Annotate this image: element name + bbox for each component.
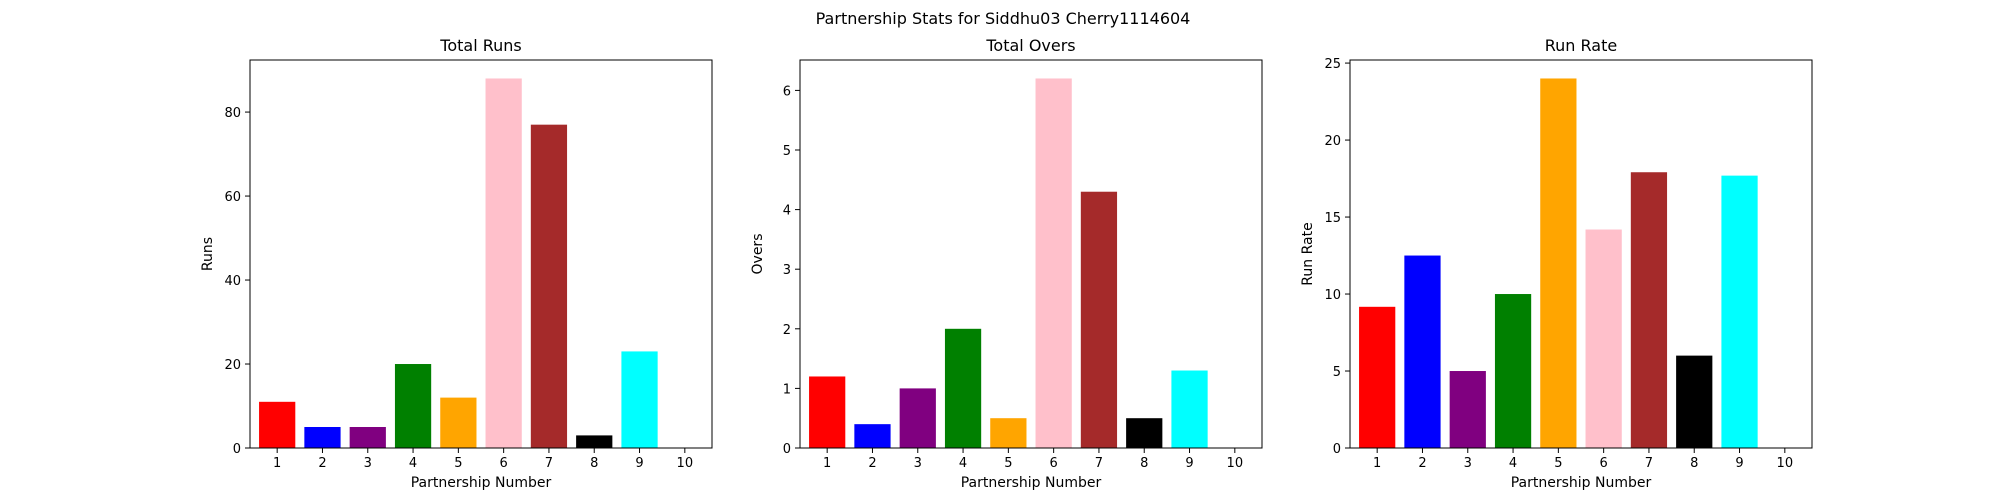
x-tick-label: 5 xyxy=(1004,456,1012,471)
y-tick-label: 80 xyxy=(224,106,241,121)
chart-title: Total Overs xyxy=(985,36,1075,55)
bar xyxy=(1540,78,1577,448)
y-axis-label: Overs xyxy=(750,234,766,275)
x-tick-label: 7 xyxy=(1645,456,1653,471)
x-axis-label: Partnership Number xyxy=(411,475,552,491)
x-axis-label: Partnership Number xyxy=(961,475,1102,491)
chart-title: Total Runs xyxy=(439,36,521,55)
bar xyxy=(1126,418,1163,448)
x-tick-label: 4 xyxy=(409,456,417,471)
y-tick-label: 6 xyxy=(783,84,791,99)
bar xyxy=(259,401,296,448)
bar xyxy=(530,124,568,449)
bar xyxy=(1080,191,1118,448)
bar xyxy=(1721,175,1758,448)
bar xyxy=(304,427,341,448)
bar xyxy=(899,388,936,448)
y-axis-label: Runs xyxy=(200,237,216,271)
y-tick-label: 0 xyxy=(1333,442,1341,457)
bar xyxy=(1630,172,1668,449)
bar xyxy=(809,376,846,448)
x-tick-label: 4 xyxy=(959,456,967,471)
x-tick-label: 9 xyxy=(635,456,643,471)
x-tick-label: 2 xyxy=(868,456,876,471)
bar xyxy=(440,397,477,448)
chart-panel: 1 2 3 4 5 6 7 8 9 10 0 1 2 3 4 5 6 Total Overs Partnership… xyxy=(750,36,1263,491)
x-tick-label: 8 xyxy=(590,456,598,471)
bar xyxy=(1171,370,1208,448)
bar xyxy=(1449,371,1486,448)
bar xyxy=(1359,306,1396,448)
x-tick-label: 7 xyxy=(545,456,553,471)
y-tick-label: 3 xyxy=(783,263,791,278)
x-tick-label: 3 xyxy=(364,456,372,471)
x-tick-label: 1 xyxy=(823,456,831,471)
y-tick-label: 20 xyxy=(1324,134,1341,149)
bar xyxy=(990,418,1027,448)
y-tick-label: 15 xyxy=(1324,211,1341,226)
x-tick-label: 10 xyxy=(677,456,694,471)
x-tick-label: 8 xyxy=(1140,456,1148,471)
x-axis-label: Partnership Number xyxy=(1511,475,1652,491)
y-tick-label: 4 xyxy=(783,204,791,219)
x-tick-label: 3 xyxy=(914,456,922,471)
bar xyxy=(1035,78,1072,448)
bar xyxy=(1676,355,1713,448)
x-tick-label: 6 xyxy=(1600,456,1608,471)
chart-panel: 1 2 3 4 5 6 7 8 9 10 0 5 10 15 20 25 Run Rate Partnership… xyxy=(1300,36,1813,491)
y-tick-label: 5 xyxy=(783,144,791,159)
y-tick-label: 20 xyxy=(224,358,241,373)
y-tick-label: 1 xyxy=(783,382,791,397)
x-tick-label: 10 xyxy=(1777,456,1794,471)
plot-frame xyxy=(249,59,713,449)
y-tick-label: 40 xyxy=(224,274,241,289)
y-tick-label: 60 xyxy=(224,190,241,205)
chart-title: Run Rate xyxy=(1545,36,1617,55)
x-tick-label: 2 xyxy=(1418,456,1426,471)
bar xyxy=(1494,294,1532,448)
bar xyxy=(621,351,658,448)
x-tick-label: 10 xyxy=(1227,456,1244,471)
y-tick-label: 0 xyxy=(233,442,241,457)
x-tick-label: 8 xyxy=(1690,456,1698,471)
plot-frame xyxy=(799,59,1263,449)
y-axis-label: Run Rate xyxy=(1300,222,1316,285)
x-tick-label: 9 xyxy=(1735,456,1743,471)
x-tick-label: 7 xyxy=(1095,456,1103,471)
x-tick-label: 6 xyxy=(500,456,508,471)
bar xyxy=(485,78,522,448)
x-tick-label: 6 xyxy=(1050,456,1058,471)
y-tick-label: 0 xyxy=(783,442,791,457)
bar xyxy=(854,424,891,448)
x-tick-label: 3 xyxy=(1464,456,1472,471)
y-tick-label: 25 xyxy=(1324,57,1341,72)
x-tick-label: 1 xyxy=(273,456,281,471)
x-tick-label: 9 xyxy=(1185,456,1193,471)
bar xyxy=(1404,255,1441,448)
bar xyxy=(1585,229,1622,448)
figure-title: Partnership Stats for Siddhu03 Cherry111… xyxy=(816,9,1191,28)
bar xyxy=(576,435,613,448)
bar xyxy=(944,328,982,448)
x-tick-label: 4 xyxy=(1509,456,1517,471)
bar xyxy=(349,427,386,448)
x-tick-label: 5 xyxy=(454,456,462,471)
y-tick-label: 2 xyxy=(783,323,791,338)
bar xyxy=(394,364,432,448)
x-tick-label: 2 xyxy=(318,456,326,471)
chart-panel: 1 2 3 4 5 6 7 8 9 10 0 20 40 60 80 Total Runs Partnershi… xyxy=(200,36,713,491)
x-tick-label: 5 xyxy=(1554,456,1562,471)
plot-frame xyxy=(1349,59,1813,449)
x-tick-label: 1 xyxy=(1373,456,1381,471)
y-tick-label: 10 xyxy=(1324,288,1341,303)
y-tick-label: 5 xyxy=(1333,365,1341,380)
